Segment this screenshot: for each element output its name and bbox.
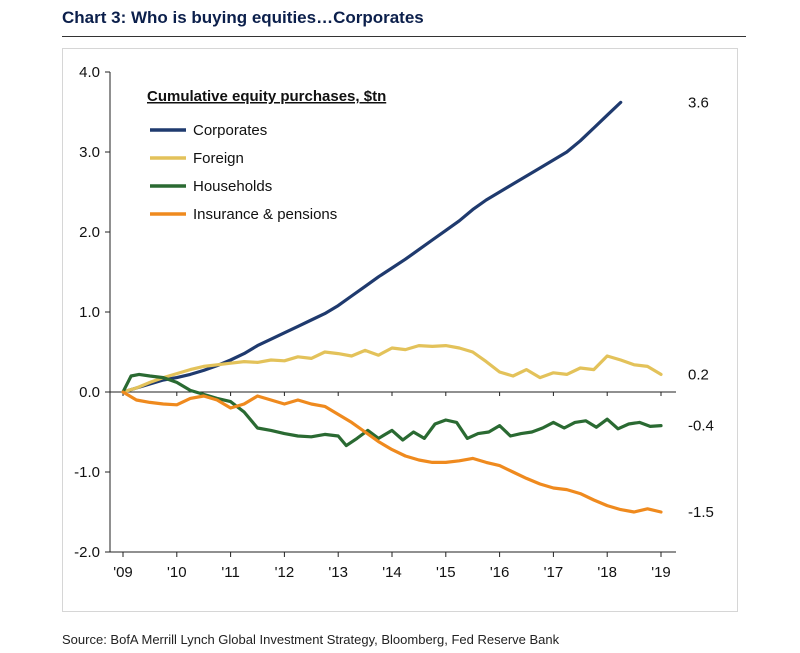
x-tick-label: '09 <box>113 564 133 581</box>
y-tick-label: 4.0 <box>79 64 100 81</box>
x-tick-label: '14 <box>382 564 402 581</box>
x-tick-label: '13 <box>328 564 348 581</box>
end-labels: 3.6 0.2 -0.4 -1.5 <box>688 94 714 521</box>
y-tick-label: 2.0 <box>79 224 100 241</box>
title-divider <box>62 36 746 37</box>
end-label-corporates: 3.6 <box>688 94 709 111</box>
end-label-insurance-pensions: -1.5 <box>688 504 714 521</box>
x-tick-label: '16 <box>490 564 510 581</box>
series-line-households <box>121 372 663 448</box>
y-tick-label: 0.0 <box>79 384 100 401</box>
x-tick-label: '15 <box>436 564 456 581</box>
y-tick-label: 1.0 <box>79 304 100 321</box>
series-line-insurance-pensions <box>121 390 663 514</box>
x-tick-label: '10 <box>167 564 187 581</box>
end-label-households: -0.4 <box>688 418 714 435</box>
axes: -2.0 -1.0 0.0 1.0 2.0 3.0 4.0 '09 '10 '11 '12 '13 '1… <box>74 64 676 581</box>
chart-frame <box>62 48 738 612</box>
legend-label-foreign: Foreign <box>193 150 244 167</box>
chart-title: Chart 3: Who is buying equities…Corporat… <box>62 8 424 27</box>
x-tick-label: '11 <box>221 564 239 581</box>
series-layer <box>121 100 663 514</box>
legend-label-households: Households <box>193 178 272 195</box>
y-tick-label: 3.0 <box>79 144 100 161</box>
x-tick-label: '12 <box>275 564 295 581</box>
x-tick-label: '17 <box>544 564 564 581</box>
source-note: Source: BofA Merrill Lynch Global Invest… <box>62 632 560 647</box>
x-tick-label: '18 <box>597 564 617 581</box>
legend-label-corporates: Corporates <box>193 122 267 139</box>
x-tick-label: '19 <box>651 564 671 581</box>
legend: Cumulative equity purchases, $tn Corporat… <box>147 88 386 223</box>
y-tick-label: -1.0 <box>74 464 100 481</box>
series-line-corporates <box>121 100 623 394</box>
series-line-foreign <box>121 344 663 394</box>
legend-label-insurance-pensions: Insurance & pensions <box>193 206 337 223</box>
end-label-foreign: 0.2 <box>688 366 709 383</box>
y-tick-label: -2.0 <box>74 544 100 561</box>
legend-title: Cumulative equity purchases, $tn <box>147 88 386 105</box>
